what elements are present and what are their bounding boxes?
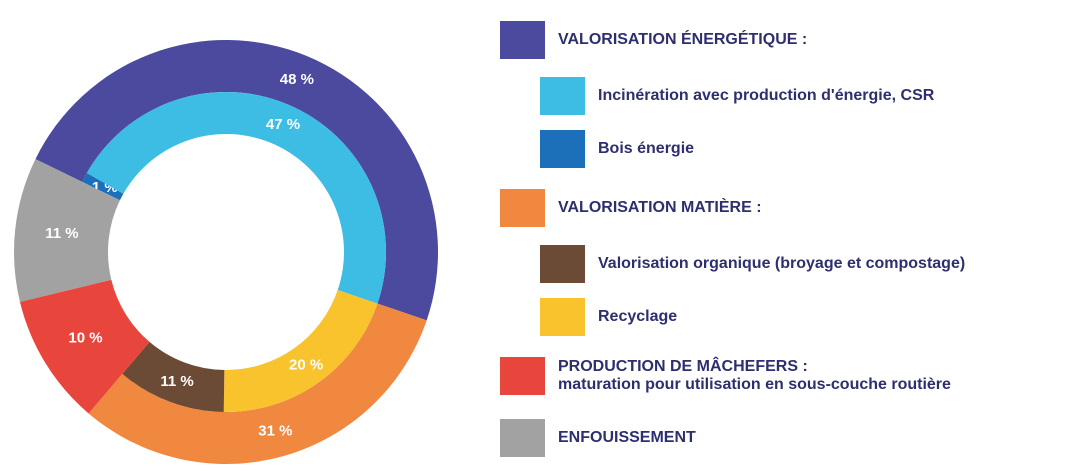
- legend-label: VALORISATION MATIÈRE :: [558, 197, 762, 216]
- outer-segment: [88, 303, 427, 465]
- inner-segment: [86, 92, 387, 304]
- legend-label: Recyclage: [598, 308, 677, 325]
- legend-description: maturation pour utilisation en sous-couc…: [558, 376, 951, 393]
- legend-label: Bois énergie: [598, 140, 694, 157]
- value-label: 31 %: [258, 422, 292, 439]
- legend-swatch: [500, 21, 545, 59]
- legend-label: PRODUCTION DE MÂCHEFERS :: [558, 356, 808, 375]
- value-label: 47 %: [266, 116, 300, 133]
- inner-segment: [223, 290, 378, 412]
- legend-swatch: [500, 357, 545, 395]
- inner-segment: [122, 341, 225, 412]
- legend-label: VALORISATION ÉNERGÉTIQUE :: [558, 29, 807, 48]
- outer-segment: [35, 40, 438, 321]
- legend-label: Valorisation organique (broyage et compo…: [598, 255, 965, 272]
- legend-swatch: [540, 298, 585, 336]
- value-label: 10 %: [68, 329, 102, 346]
- legend-swatch: [500, 189, 545, 227]
- legend-label: ENFOUISSEMENT: [558, 429, 696, 446]
- value-label: 20 %: [289, 357, 323, 374]
- legend-swatch: [500, 419, 545, 457]
- value-label: 11 %: [45, 225, 78, 242]
- inner-segment: [82, 172, 124, 201]
- legend-swatch: [540, 130, 585, 168]
- value-label: 48 %: [280, 71, 314, 88]
- segment: [19, 279, 150, 414]
- legend-label: Incinération avec production d'énergie, …: [598, 87, 935, 104]
- segment: [14, 159, 120, 302]
- legend-swatch: [540, 77, 585, 115]
- legend-swatch: [540, 245, 585, 283]
- value-label: 11 %: [160, 373, 193, 390]
